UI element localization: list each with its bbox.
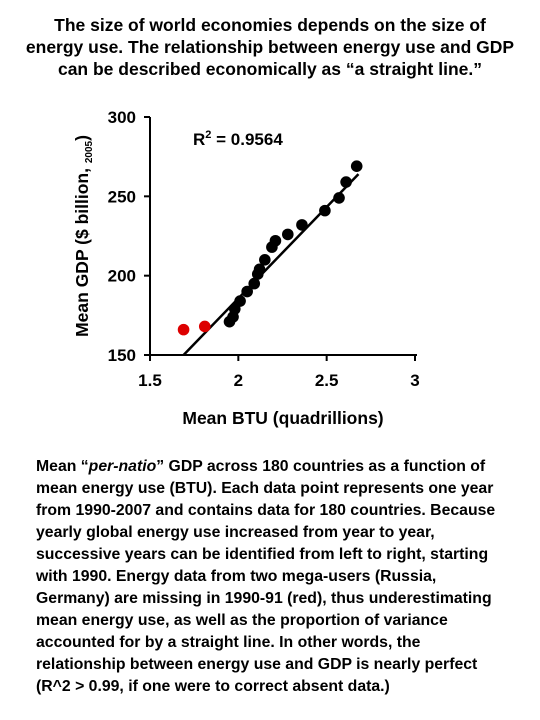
data-point xyxy=(340,176,352,188)
data-point xyxy=(269,234,282,247)
r-squared-label: R xyxy=(193,130,205,149)
data-point xyxy=(248,277,261,290)
data-point xyxy=(319,204,331,217)
data-point xyxy=(253,263,266,276)
chart-headline: The size of world economies depends on t… xyxy=(25,15,515,79)
y-tick-label: 250 xyxy=(108,187,136,206)
x-tick-group: 1.5 2 2.5 3 xyxy=(138,355,420,390)
x-tick-label: 1.5 xyxy=(138,371,162,390)
x-tick-label: 2 xyxy=(234,371,243,390)
y-axis-title-close: ) xyxy=(72,135,92,141)
fit-line xyxy=(182,173,360,356)
data-point xyxy=(177,323,190,336)
data-point xyxy=(282,228,294,241)
data-point xyxy=(333,192,345,204)
y-tick-label: 300 xyxy=(108,108,136,127)
data-point xyxy=(198,320,211,333)
figure-caption: Mean “per-natio” GDP across 180 countrie… xyxy=(36,456,514,698)
r-squared-annotation: R2 = 0.9564 xyxy=(193,129,283,149)
r-squared-value: = 0.9564 xyxy=(211,130,283,149)
r-squared-superscript: 2 xyxy=(205,129,211,141)
data-point xyxy=(259,254,271,266)
data-point xyxy=(234,295,246,307)
caption-part-1: Mean “ xyxy=(36,458,89,475)
y-tick-group: 150 200 250 300 xyxy=(108,108,150,365)
y-axis-title: Mean GDP ($ billion, 2005) xyxy=(72,135,95,337)
data-point xyxy=(350,160,363,172)
y-axis-title-main: Mean GDP ($ billion, xyxy=(72,163,92,337)
y-tick-label: 150 xyxy=(108,346,136,365)
x-tick-label: 2.5 xyxy=(315,371,339,390)
data-point xyxy=(296,219,308,231)
caption-italic-term: per-natio xyxy=(88,458,157,475)
x-axis-title: Mean BTU (quadrillions) xyxy=(182,408,383,428)
fit-line-group xyxy=(182,173,360,356)
caption-part-3: ” GDP across 180 countries as a function… xyxy=(36,458,496,695)
data-point xyxy=(241,285,253,298)
y-axis-title-subscript: 2005 xyxy=(84,140,95,163)
x-tick-label: 3 xyxy=(410,371,419,390)
data-points xyxy=(177,160,363,336)
y-tick-label: 200 xyxy=(108,267,136,286)
